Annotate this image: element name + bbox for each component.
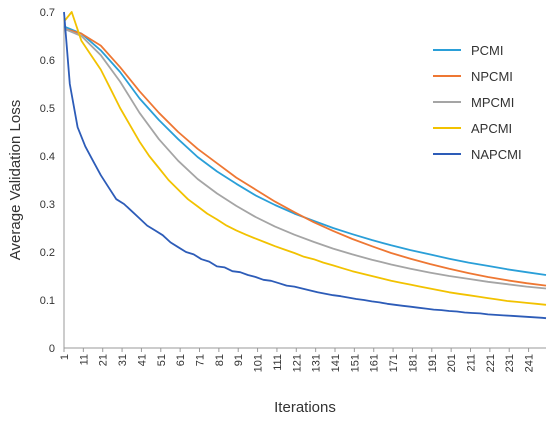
x-tick-label: 21 — [98, 354, 110, 366]
x-tick-label: 181 — [407, 354, 419, 372]
x-tick-label: 1 — [59, 354, 71, 360]
x-tick-label: 151 — [349, 354, 361, 372]
legend: PCMI NPCMI MPCMI APCMI NAPCMI — [433, 43, 522, 162]
series-layer — [63, 11, 547, 320]
series-line-napcmi — [63, 11, 547, 320]
x-tick-label: 161 — [369, 354, 381, 372]
y-tick-label: 0.7 — [40, 7, 55, 19]
series-line-npcmi — [63, 27, 547, 287]
x-tick-label: 11 — [78, 354, 90, 365]
y-axis-title: Average Validation Loss — [7, 100, 24, 260]
x-tick-label: 91 — [233, 354, 245, 366]
x-tick-label: 201 — [446, 354, 458, 372]
x-tick-label: 171 — [388, 354, 400, 372]
x-tick-label: 111 — [272, 354, 284, 371]
legend-label-mpcmi: MPCMI — [471, 95, 514, 110]
legend-label-pcmi: PCMI — [471, 43, 504, 58]
x-tick-label: 211 — [466, 354, 478, 372]
x-tick-label: 51 — [156, 354, 168, 366]
x-axis-ticks: 1 11 21 31 41 51 61 71 81 91 101 111 121 131 141 151 161… — [59, 348, 536, 372]
plot-frame — [63, 12, 546, 349]
legend-label-napcmi: NAPCMI — [471, 147, 522, 162]
y-tick-label: 0 — [49, 343, 55, 355]
x-tick-label: 121 — [291, 354, 303, 372]
y-tick-label: 0.6 — [40, 55, 55, 67]
series-line-mpcmi — [63, 27, 547, 290]
y-tick-label: 0.2 — [40, 247, 55, 259]
x-tick-label: 61 — [175, 354, 187, 366]
x-tick-label: 41 — [136, 354, 148, 366]
x-tick-label: 81 — [214, 354, 226, 366]
legend-label-apcmi: APCMI — [471, 121, 512, 136]
x-tick-label: 141 — [330, 354, 342, 372]
x-tick-label: 221 — [485, 354, 497, 372]
y-tick-label: 0.5 — [40, 103, 55, 115]
y-tick-label: 0.4 — [40, 151, 55, 163]
x-tick-label: 191 — [427, 354, 439, 372]
legend-label-npcmi: NPCMI — [471, 69, 513, 84]
y-axis-ticks: 0 0.1 0.2 0.3 0.4 0.5 0.6 0.7 — [40, 7, 55, 355]
x-tick-label: 231 — [504, 354, 516, 372]
y-tick-label: 0.1 — [40, 295, 55, 307]
x-tick-label: 131 — [311, 354, 323, 372]
y-tick-label: 0.3 — [40, 199, 55, 211]
x-axis-title: Iterations — [274, 399, 336, 416]
series-line-apcmi — [63, 11, 547, 306]
x-tick-label: 31 — [117, 354, 129, 366]
x-tick-label: 71 — [195, 354, 207, 366]
x-tick-label: 101 — [253, 354, 265, 372]
x-tick-label: 241 — [524, 354, 536, 372]
